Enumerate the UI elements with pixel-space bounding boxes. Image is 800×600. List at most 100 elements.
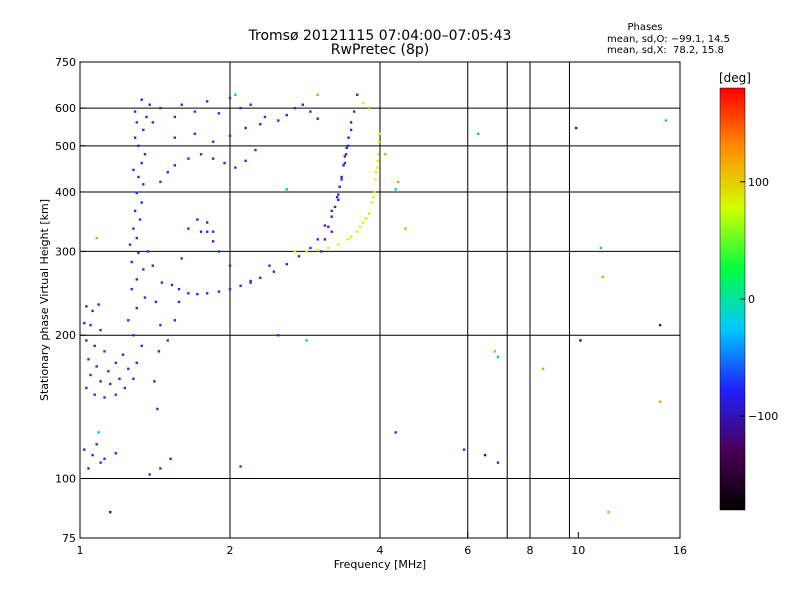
data-point: [337, 243, 340, 246]
data-point: [340, 175, 343, 179]
data-point: [340, 178, 343, 181]
data-point: [114, 361, 118, 365]
data-point: [345, 146, 348, 150]
data-point: [160, 281, 164, 284]
data-point: [234, 166, 237, 169]
data-point: [135, 121, 138, 124]
data-point: [87, 358, 90, 361]
data-point: [196, 218, 199, 221]
data-point: [293, 106, 297, 110]
data-point: [376, 166, 379, 169]
data-point: [83, 321, 86, 325]
data-point: [193, 132, 197, 135]
data-point: [374, 178, 377, 181]
data-point: [143, 153, 147, 156]
data-point: [133, 136, 137, 139]
data-point: [211, 157, 215, 160]
data-point: [97, 303, 100, 306]
data-point: [337, 193, 340, 196]
data-point: [330, 209, 333, 213]
data-point: [664, 119, 668, 122]
data-point: [135, 361, 138, 365]
data-point: [330, 215, 333, 218]
data-point: [249, 279, 252, 283]
data-point: [374, 171, 378, 174]
data-point: [320, 250, 323, 253]
data-point: [142, 268, 145, 271]
data-point: [166, 171, 169, 174]
data-point: [205, 221, 209, 224]
data-point: [211, 240, 215, 243]
data-point: [396, 180, 400, 184]
data-point: [384, 153, 387, 156]
x-tick-label: 6: [464, 544, 471, 557]
data-point: [367, 212, 371, 215]
data-point: [143, 296, 147, 299]
data-point: [103, 396, 106, 399]
data-point: [173, 115, 177, 119]
colorbar-ticks: 100 0 −100: [740, 176, 778, 423]
data-point: [272, 270, 276, 273]
data-point: [259, 123, 262, 126]
data-point: [285, 113, 288, 117]
data-point: [91, 453, 94, 457]
data-point: [91, 309, 94, 313]
data-point: [205, 230, 209, 233]
x-tick-label: 4: [377, 544, 384, 557]
data-point: [323, 238, 327, 241]
data-point: [107, 370, 110, 373]
data-point: [211, 230, 215, 233]
phase-stats-o-mode: mean, sd,O: −99.1, 14.5: [607, 34, 730, 45]
data-point: [327, 246, 330, 250]
data-point: [217, 290, 221, 293]
data-point: [133, 110, 137, 113]
data-point: [128, 243, 132, 246]
data-point: [85, 386, 88, 390]
data-point: [599, 246, 603, 250]
data-point: [263, 115, 267, 119]
data-point: [496, 355, 500, 359]
data-point: [151, 121, 155, 124]
data-point: [99, 461, 102, 464]
y-tick-label: 100: [55, 473, 76, 486]
data-point: [228, 264, 232, 267]
data-point: [285, 263, 288, 266]
data-point: [309, 246, 312, 250]
x-tick-label: 16: [673, 544, 687, 557]
data-point: [323, 224, 327, 227]
grid: [80, 62, 680, 538]
data-point: [205, 292, 209, 295]
data-point: [127, 367, 130, 371]
data-point: [316, 93, 319, 96]
data-point: [579, 339, 582, 342]
data-point: [99, 380, 102, 383]
y-tick-label: 300: [55, 245, 76, 258]
data-point: [145, 115, 148, 119]
data-point: [244, 126, 247, 130]
data-point: [574, 126, 578, 130]
data-point: [254, 148, 257, 152]
data-point: [333, 205, 337, 209]
data-point: [85, 305, 88, 308]
data-point: [151, 264, 155, 267]
y-tick-label: 75: [62, 532, 76, 545]
data-point: [223, 161, 226, 165]
y-tick-label: 400: [55, 186, 76, 199]
data-point: [347, 136, 350, 139]
data-point: [377, 140, 381, 143]
data-point: [352, 110, 356, 113]
y-tick-label: 200: [55, 329, 76, 342]
data-point: [364, 217, 368, 220]
data-point: [169, 457, 172, 461]
data-point: [330, 230, 333, 233]
data-point: [355, 93, 359, 96]
colorbar-tick-label: −100: [748, 410, 778, 423]
data-point: [135, 191, 138, 195]
data-point: [148, 103, 151, 106]
data-point: [342, 164, 345, 167]
data-point: [123, 386, 126, 390]
data-point: [159, 106, 162, 110]
data-point: [378, 132, 381, 135]
data-point: [142, 128, 145, 132]
data-point: [166, 339, 169, 342]
